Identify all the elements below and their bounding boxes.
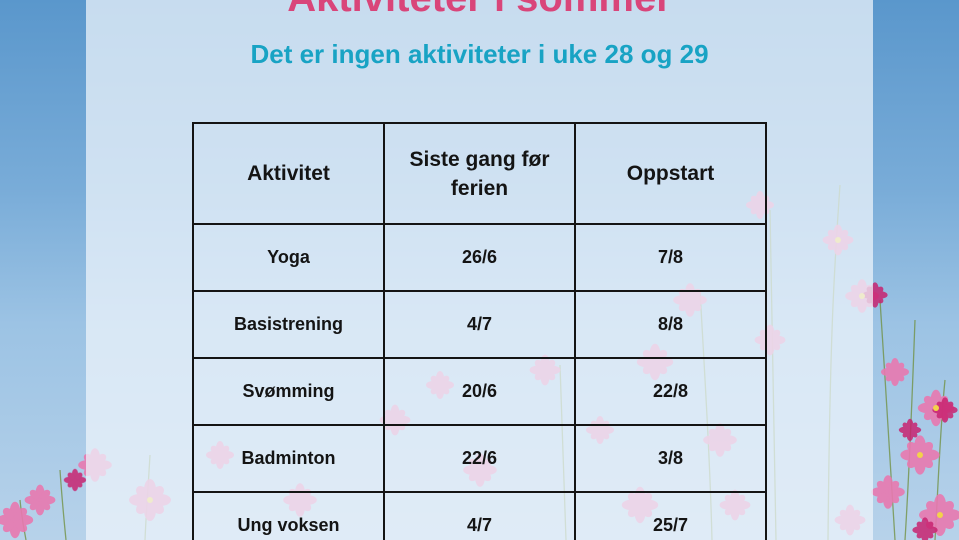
header-start: Oppstart [574,122,767,225]
table-row: Yoga 26/6 7/8 [192,223,767,292]
cell-last-date: 4/7 [383,491,576,540]
cell-activity: Ung voksen [192,491,385,540]
cell-start-date: 8/8 [574,290,767,359]
page-subtitle: Det er ingen aktiviteter i uke 28 og 29 [250,39,709,69]
cell-activity: Badminton [192,424,385,493]
table-row: Ung voksen 4/7 25/7 [192,491,767,540]
cell-start-date: 25/7 [574,491,767,540]
table-header-row: Aktivitet Siste gang før ferien Oppstart [192,122,767,225]
cell-last-date: 20/6 [383,357,576,426]
content-panel: Aktiviteter i sommer Det er ingen aktivi… [86,0,873,540]
cell-activity: Basistrening [192,290,385,359]
cell-start-date: 7/8 [574,223,767,292]
cell-start-date: 22/8 [574,357,767,426]
table-row: Svømming 20/6 22/8 [192,357,767,426]
cell-start-date: 3/8 [574,424,767,493]
cell-last-date: 26/6 [383,223,576,292]
table-row: Basistrening 4/7 8/8 [192,290,767,359]
table-row: Badminton 22/6 3/8 [192,424,767,493]
page-title: Aktiviteter i sommer [86,0,873,18]
cell-activity: Svømming [192,357,385,426]
activity-schedule-table: Aktivitet Siste gang før ferien Oppstart… [192,122,767,540]
cell-last-date: 4/7 [383,290,576,359]
header-last-before-holiday: Siste gang før ferien [383,122,576,225]
header-activity: Aktivitet [192,122,385,225]
cell-last-date: 22/6 [383,424,576,493]
cell-activity: Yoga [192,223,385,292]
